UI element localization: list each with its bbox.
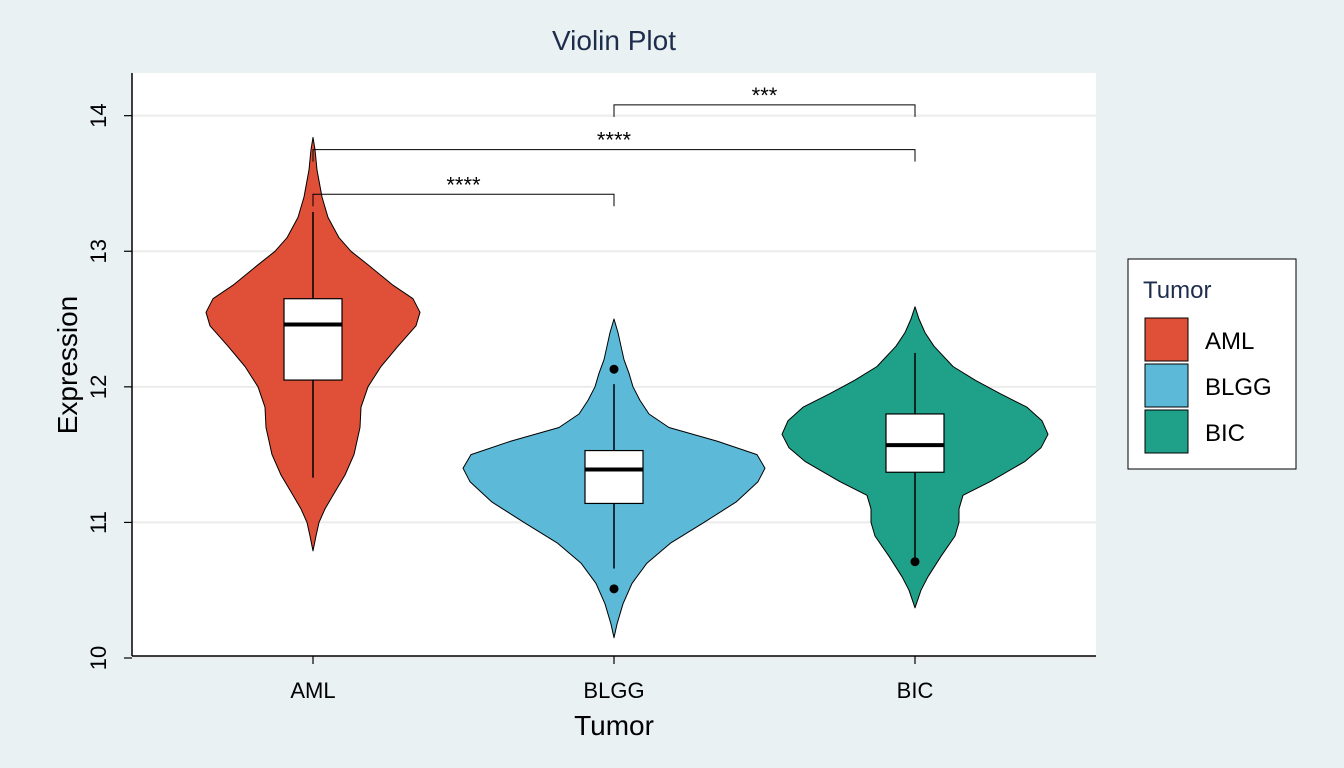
y-tick-label: 11 <box>86 511 111 534</box>
legend-label: AML <box>1205 328 1254 355</box>
significance-label: **** <box>597 128 632 153</box>
significance-brackets: *********** <box>312 83 916 207</box>
outlier-point <box>609 584 619 594</box>
legend-key-blgg <box>1144 363 1189 408</box>
x-tick-label: AML <box>290 678 335 703</box>
box-blgg <box>584 449 644 505</box>
x-axis-title: Tumor <box>574 710 654 741</box>
significance-label: **** <box>446 172 481 197</box>
y-tick-label: 10 <box>86 646 111 670</box>
y-tick-label: 13 <box>86 239 111 263</box>
x-tick-label: BLGG <box>583 678 644 703</box>
outlier-point <box>910 557 920 567</box>
violins <box>205 136 1049 639</box>
bracket <box>312 149 916 162</box>
legend-label: BIC <box>1205 420 1245 447</box>
outlier-point <box>609 364 619 374</box>
x-tick-label: BIC <box>897 678 934 703</box>
legend-label: BLGG <box>1205 374 1272 401</box>
bracket <box>613 104 916 117</box>
legend-title: Tumor <box>1143 277 1211 304</box>
y-tick-label: 12 <box>86 375 111 399</box>
box-aml <box>283 298 343 381</box>
legend-key-bic <box>1144 409 1189 454</box>
legend-key-aml <box>1144 317 1189 362</box>
axes: 10 11 12 13 14 AML BLGG BIC <box>86 73 1096 703</box>
y-axis-title: Expression <box>52 296 83 435</box>
legend: Tumor AML BLGG BIC <box>1127 258 1297 470</box>
bracket <box>312 193 615 207</box>
y-tick-label: 14 <box>86 103 111 127</box>
box-bic <box>885 413 945 473</box>
chart-title: Violin Plot <box>552 25 676 56</box>
significance-label: *** <box>752 83 778 108</box>
